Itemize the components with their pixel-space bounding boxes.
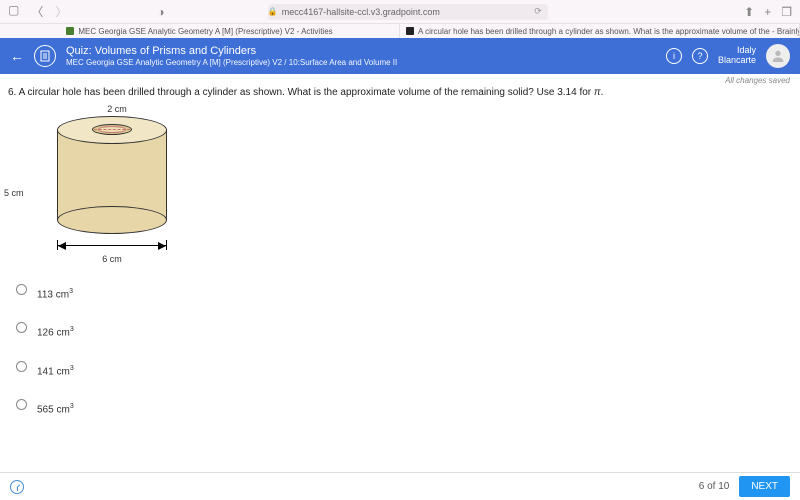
dimension-height: 5 cm — [4, 188, 24, 198]
question-number: 6. — [8, 87, 16, 98]
progress-indicator: 6 of 10 — [699, 481, 730, 492]
radio-button[interactable] — [16, 284, 27, 295]
quiz-footer: 6 of 10 NEXT — [0, 472, 800, 500]
radio-button[interactable] — [16, 361, 27, 372]
next-button[interactable]: NEXT — [739, 476, 790, 497]
answer-option[interactable]: 126 cm3 — [16, 320, 792, 338]
answer-text: 113 cm3 — [37, 282, 73, 300]
question-content: 6. A circular hole has been drilled thro… — [0, 85, 800, 437]
dimension-hole-diameter: 2 cm — [42, 104, 192, 114]
timer-icon[interactable] — [10, 480, 24, 494]
nav-back-icon[interactable]: 〈 — [31, 3, 43, 20]
user-name: Idaly Blancarte — [718, 46, 756, 66]
pi-symbol: π — [594, 87, 601, 98]
avatar[interactable] — [766, 44, 790, 68]
url-text: mecc4167-hallsite-ccl.v3.gradpoint.com — [282, 7, 440, 17]
answer-text: 565 cm3 — [37, 397, 74, 415]
help-icon[interactable]: ? — [692, 48, 708, 64]
tab-title: MEC Georgia GSE Analytic Geometry A [M] … — [78, 27, 332, 36]
breadcrumb: MEC Georgia GSE Analytic Geometry A [M] … — [66, 58, 397, 68]
question-period: . — [601, 87, 604, 98]
browser-tab[interactable]: MEC Georgia GSE Analytic Geometry A [M] … — [0, 24, 400, 38]
back-button[interactable]: ← — [10, 48, 24, 64]
cylinder-hole-diameter-line — [94, 129, 130, 130]
answer-text: 126 cm3 — [37, 320, 74, 338]
share-icon[interactable]: ⬆ — [744, 5, 754, 19]
answer-option[interactable]: 141 cm3 — [16, 359, 792, 377]
radio-button[interactable] — [16, 399, 27, 410]
dimension-line-bottom — [57, 240, 167, 252]
new-tab-icon[interactable]: + — [764, 5, 771, 19]
tab-favicon-icon — [406, 27, 414, 35]
answer-option[interactable]: 565 cm3 — [16, 397, 792, 415]
url-bar[interactable]: 🔒 mecc4167-hallsite-ccl.v3.gradpoint.com… — [268, 4, 548, 20]
tabs-overview-icon[interactable]: ❐ — [781, 5, 792, 19]
info-icon[interactable]: i — [666, 48, 682, 64]
quiz-icon — [34, 45, 56, 67]
browser-toolbar: ▢ 〈 〉 ◑ 🔒 mecc4167-hallsite-ccl.v3.gradp… — [0, 0, 800, 24]
privacy-shield-icon[interactable]: ◑ — [157, 5, 164, 19]
cylinder-figure: 2 cm 5 cm 6 cm — [32, 104, 192, 264]
lock-icon: 🔒 — [268, 7, 278, 16]
cylinder-bottom-ellipse — [57, 206, 167, 234]
dimension-diameter: 6 cm — [32, 254, 192, 264]
question-text: 6. A circular hole has been drilled thro… — [8, 87, 792, 98]
radio-button[interactable] — [16, 322, 27, 333]
answer-option[interactable]: 113 cm3 — [16, 282, 792, 300]
reload-icon[interactable]: ⟳ — [534, 6, 542, 17]
sidebar-toggle-icon[interactable]: ▢ — [8, 3, 19, 20]
question-prompt: A circular hole has been drilled through… — [19, 87, 594, 98]
app-header: ← Quiz: Volumes of Prisms and Cylinders … — [0, 38, 800, 74]
page-title: Quiz: Volumes of Prisms and Cylinders — [66, 45, 397, 58]
nav-forward-icon[interactable]: 〉 — [55, 3, 67, 20]
browser-tab[interactable]: A circular hole has been drilled through… — [400, 24, 800, 38]
user-last-name: Blancarte — [718, 56, 756, 66]
save-status: All changes saved — [725, 76, 790, 85]
tab-favicon-icon — [66, 27, 74, 35]
tab-title: A circular hole has been drilled through… — [418, 27, 800, 36]
answer-text: 141 cm3 — [37, 359, 74, 377]
answer-list: 113 cm3 126 cm3 141 cm3 565 cm3 — [16, 282, 792, 415]
tab-strip: MEC Georgia GSE Analytic Geometry A [M] … — [0, 24, 800, 38]
